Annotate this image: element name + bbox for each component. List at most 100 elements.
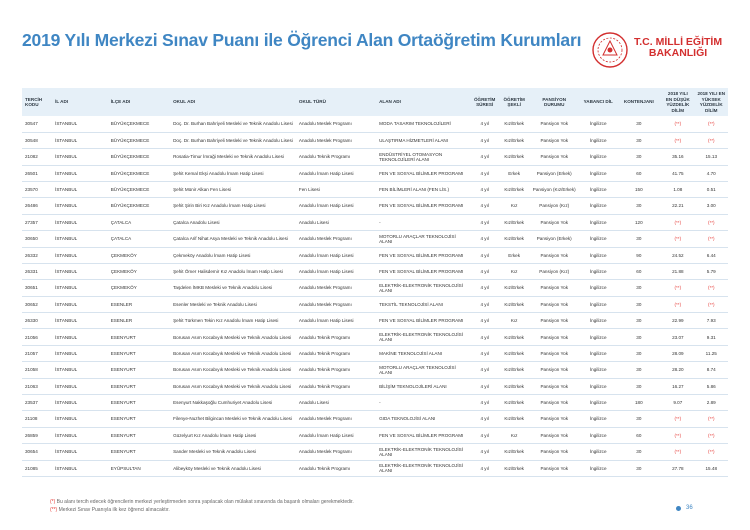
table-cell: 4 yıl <box>469 263 500 281</box>
table-cell: 30 <box>616 296 662 314</box>
table-cell: Esenler Mesleki ve Teknik Anadolu Lisesi <box>170 296 296 314</box>
table-cell: FEN VE SOSYAL BİLİMLER PROGRAMI <box>376 197 470 215</box>
table-cell: 4 yıl <box>469 443 500 461</box>
table-cell: - <box>376 394 470 412</box>
table-cell: Güzelyurt Kız Anadolu İmam Hatip Lisesi <box>170 427 296 445</box>
table-cell: Pansiyon Yok <box>528 116 580 133</box>
table-cell: MAKİNE TEKNOLOJİSİ ALANI <box>376 345 470 363</box>
table-cell: İSTANBUL <box>52 296 108 314</box>
column-header: ALAN ADI <box>376 88 470 117</box>
table-cell: Borusan Asım Kocabıyık Mesleki ve Teknik… <box>170 328 296 346</box>
table-row: 26859 İSTANBUL ESENYURT Güzelyurt Kız Anado… <box>22 427 728 445</box>
table-row: 21058 İSTANBUL ESENYURT Borusan Asım Kocabı… <box>22 361 728 379</box>
table-cell: 2.89 <box>694 394 728 412</box>
table-cell: Pansiyon (Kız) <box>528 263 580 281</box>
table-cell: 30 <box>616 460 662 477</box>
table-cell: 9.07 <box>661 394 695 412</box>
table-cell: Anadolu Meslek Programı <box>295 410 377 428</box>
table-cell: 4 yıl <box>469 361 500 379</box>
table-cell: İSTANBUL <box>52 132 108 150</box>
table-cell: BÜYÜKÇEKMECE <box>107 197 171 215</box>
table-cell: Kız/Erkek <box>499 279 529 297</box>
table-cell: Kız/Erkek <box>499 296 529 314</box>
table-cell: 6.44 <box>694 247 728 264</box>
table-cell: 23.07 <box>661 328 695 346</box>
table-cell: 23570 <box>22 181 53 199</box>
table-cell: Pansiyon (Erkek) <box>528 165 580 182</box>
table-row: 21057 İSTANBUL ESENYURT Borusan Asım Kocabı… <box>22 345 728 363</box>
logo-line-2: BAKANLIĞI <box>648 47 708 59</box>
note-1-text: Bu alanı tercih edecek öğrencilerin merk… <box>56 499 354 505</box>
table-cell: Borusan Asım Kocabıyık Mesleki ve Teknik… <box>170 378 296 396</box>
table-cell: 30 <box>616 132 662 150</box>
table-cell: ESENYURT <box>107 427 171 445</box>
table-cell: Anadolu Lisesi <box>295 214 377 232</box>
table-cell: Şehit Şirin Biri Kız Anadolu İmam Hatip … <box>170 197 296 215</box>
table-cell: 15.13 <box>694 148 728 166</box>
table-cell: Pansiyon Yok <box>528 247 580 264</box>
table-cell: Anadolu Teknik Programı <box>295 361 377 379</box>
table-cell: İSTANBUL <box>52 460 108 477</box>
table-cell: İSTANBUL <box>52 181 108 199</box>
table-cell: Kız/Erkek <box>499 443 529 461</box>
table-cell: Kız <box>499 263 529 281</box>
table-cell: Pansiyon Yok <box>528 148 580 166</box>
table-header: TERCİH KODU İL ADI İLÇE ADI OKUL ADI OKUL TÜ… <box>22 88 728 117</box>
table-cell: İngilizce <box>579 279 617 297</box>
table-cell: 30 <box>616 345 662 363</box>
table-cell: BÜYÜKÇEKMECE <box>107 181 171 199</box>
table-body: 30547 İSTANBUL BÜYÜKÇEKMECE Doç. Dr. Burhan… <box>22 116 728 477</box>
table-cell: İngilizce <box>579 361 617 379</box>
table-cell: Anadolu Teknik Programı <box>295 328 377 346</box>
note-2-marker: (**) <box>50 507 58 513</box>
logo-line-1: T.C. MİLLİ EĞİTİM <box>634 36 723 48</box>
table-cell: Anadolu Meslek Programı <box>295 279 377 297</box>
table-cell: 16.27 <box>661 378 695 396</box>
table-cell: (**) <box>694 410 728 428</box>
table-cell: 21.88 <box>661 263 695 281</box>
table-cell: Pansiyon Yok <box>528 378 580 396</box>
table-cell: İngilizce <box>579 263 617 281</box>
table-cell: ÇEKMEKÖY <box>107 279 171 297</box>
table-cell: 7.93 <box>694 312 728 330</box>
table-row: 21056 İSTANBUL ESENYURT Borusan Asım Kocabı… <box>22 328 728 346</box>
table-cell: 8.74 <box>694 361 728 379</box>
table-cell: Anadolu İmam Hatip Lisesi <box>295 247 377 264</box>
table-cell: Anadolu Teknik Programı <box>295 378 377 396</box>
table-cell: Pansiyon Yok <box>528 345 580 363</box>
table-cell: Pansiyon Yok <box>528 427 580 445</box>
ministry-logo: T.C. MİLLİ EĞİTİM BAKANLIĞI <box>590 27 740 73</box>
table-cell: 30 <box>616 230 662 248</box>
table-cell: İSTANBUL <box>52 197 108 215</box>
table-cell: İSTANBUL <box>52 427 108 445</box>
table-cell: İSTANBUL <box>52 328 108 346</box>
note-1-marker: (*) <box>50 499 56 505</box>
table-cell: 4 yıl <box>469 132 500 150</box>
table-cell: Şehit Münir Alkan Fen Lisesi <box>170 181 296 199</box>
table-cell: ELEKTRİK-ELEKTRONİK TEKNOLOJİSİ ALANI <box>376 279 470 297</box>
table-cell: 30 <box>616 361 662 379</box>
table-row: 23537 İSTANBUL ESENYURT Esenyurt Nakkaşoğlu… <box>22 394 728 412</box>
table-cell: İngilizce <box>579 410 617 428</box>
table-cell: (**) <box>661 230 695 248</box>
table-cell: İngilizce <box>579 214 617 232</box>
table-cell: Sander Mesleki ve Teknik Anadolu Lisesi <box>170 443 296 461</box>
table-cell: FEN VE SOSYAL BİLİMLER PROGRAMI <box>376 165 470 182</box>
table-cell: (**) <box>661 214 695 232</box>
table-cell: Rosatia-Timur İmraği Mesleki ve Teknik A… <box>170 148 296 166</box>
table-cell: 22.21 <box>661 197 695 215</box>
table-cell: İngilizce <box>579 378 617 396</box>
table-cell: 22.99 <box>661 312 695 330</box>
table-cell: 21082 <box>22 148 53 166</box>
table-cell: 4 yıl <box>469 378 500 396</box>
table-cell: ELEKTRİK-ELEKTRONİK TEKNOLOJİSİ ALANI <box>376 460 470 477</box>
table-row: 30651 İSTANBUL ÇEKMEKÖY Taşdelen İMKB Mesle… <box>22 279 728 297</box>
table-cell: ÇEKMEKÖY <box>107 247 171 264</box>
table-cell: 30 <box>616 279 662 297</box>
table-cell: 30 <box>616 328 662 346</box>
table-cell: Pansiyon Yok <box>528 132 580 150</box>
table-cell: İSTANBUL <box>52 345 108 363</box>
table-cell: Kız/Erkek <box>499 214 529 232</box>
table-cell: Çatalca Arif Nihat Asya Mesleki ve Tekni… <box>170 230 296 248</box>
table-cell: Kız/Erkek <box>499 410 529 428</box>
